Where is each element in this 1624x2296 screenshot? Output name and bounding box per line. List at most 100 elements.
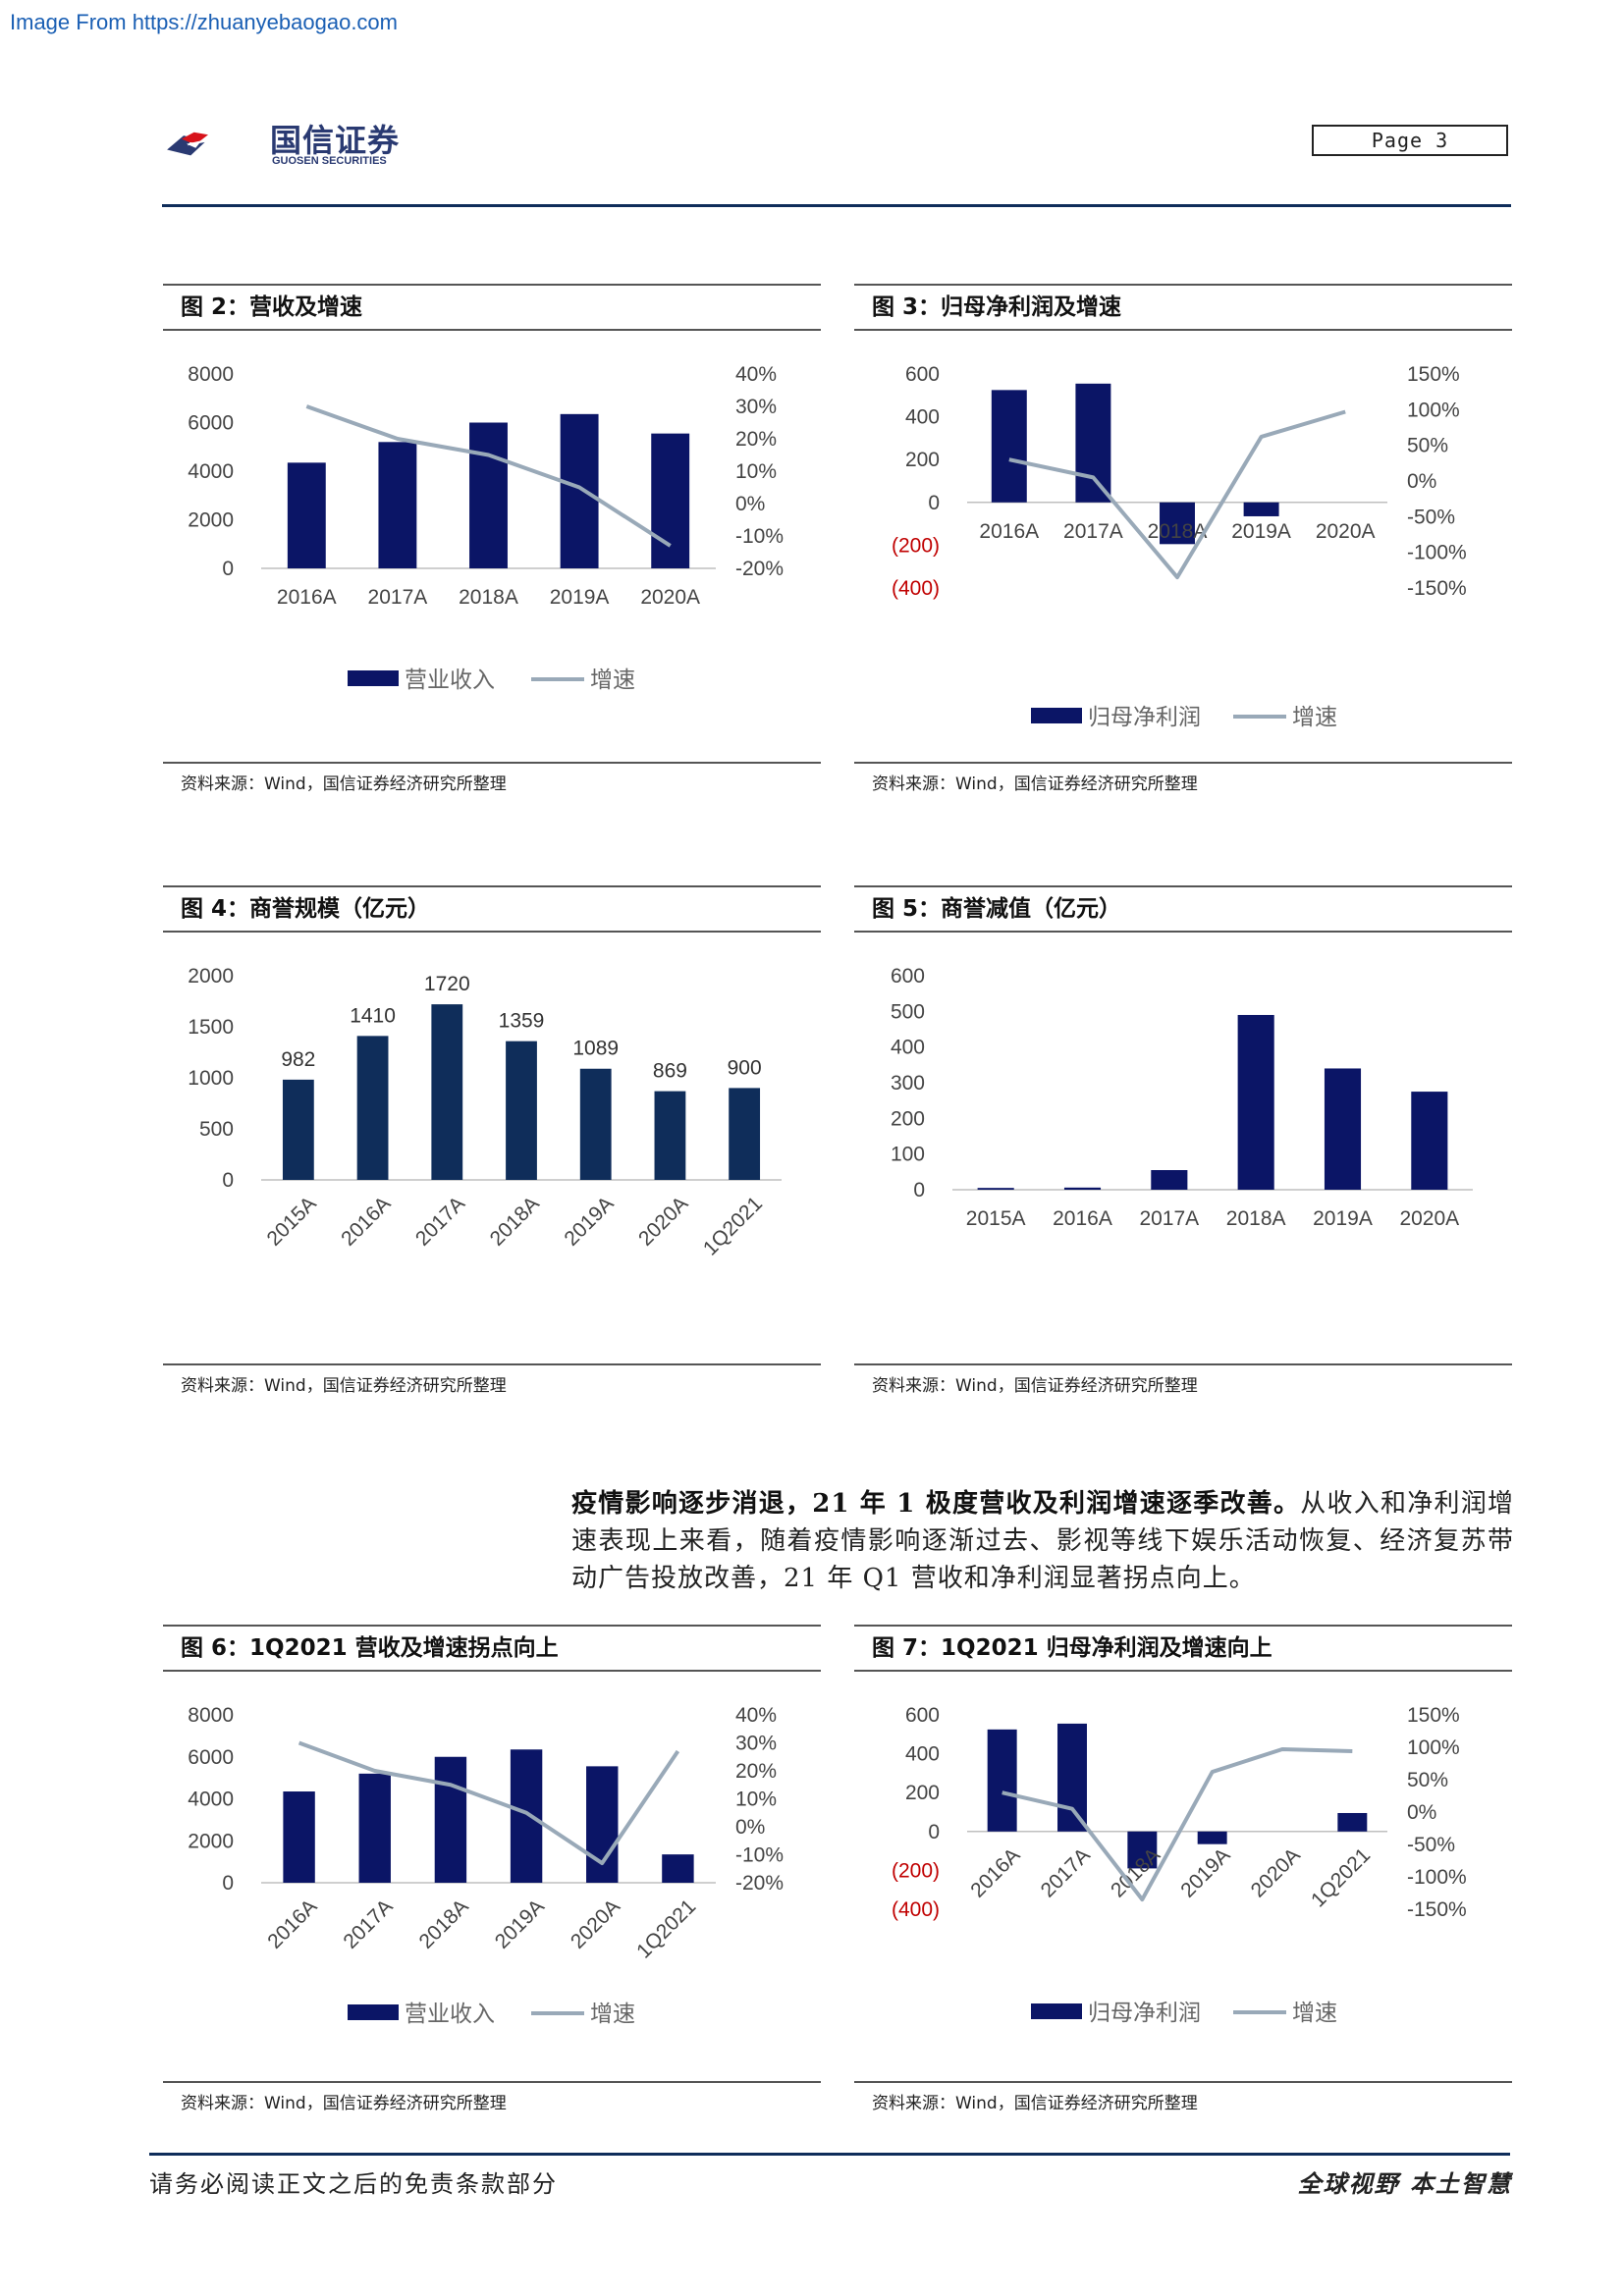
bar	[434, 1756, 467, 1883]
growth-line	[305, 404, 672, 548]
x-tick-label: 2020A	[1316, 520, 1376, 543]
figure-source: 资料来源：Wind，国信证券经济研究所整理	[854, 2081, 1512, 2113]
y2-tick-label: 20%	[735, 428, 777, 451]
paragraph-text: 从收入和净利润增速表现上来看，随着疫情影响逐渐过去、影视等线下娱乐活动恢复、经济…	[571, 1489, 1514, 1593]
growth-line	[1008, 409, 1346, 580]
disclaimer-note: 请务必阅读正文之后的免责条款部分	[149, 2170, 558, 2198]
y-tick-label: 1500	[188, 1016, 234, 1039]
bar-value-label: 1089	[572, 1038, 619, 1060]
legend-label: 增速	[590, 2001, 635, 2026]
y2-tick-label: -100%	[1407, 542, 1467, 564]
y2-tick-label: -20%	[735, 1872, 784, 1895]
q1-revenue-growth-chart: 0 2000 4000 6000 8000 -20% -10% 0% 10% 20% 30% 40% 2…	[163, 1672, 821, 2064]
y-tick-label: 200	[891, 1107, 925, 1130]
bar	[977, 1188, 1014, 1190]
bar	[1197, 1831, 1227, 1844]
chart-svg: 0 2000 4000 6000 8000 -20% -10% 0% 10% 20% 30% 40% 2…	[188, 363, 784, 692]
y-tick-label: (400)	[892, 577, 940, 600]
legend-bar-swatch	[348, 670, 399, 686]
figure-3-panel: 图 3：归母净利润及增速 (400) (200) 0 200 400 600 -150% -1…	[854, 284, 1512, 794]
x-tick-label: 2016A	[337, 1193, 395, 1251]
figure-source: 资料来源：Wind，国信证券经济研究所整理	[854, 762, 1512, 794]
bar	[560, 413, 599, 568]
logo-chinese-name: 国信证券	[270, 122, 401, 159]
figure-source: 资料来源：Wind，国信证券经济研究所整理	[854, 1363, 1512, 1396]
header-rule	[162, 204, 1511, 207]
y2-tick-label: -100%	[1407, 1866, 1467, 1889]
legend-label: 增速	[590, 667, 635, 692]
y-tick-label: 600	[905, 1704, 940, 1727]
y2-tick-label: -50%	[1407, 1834, 1455, 1856]
x-tick-label: 2019A	[1231, 520, 1291, 543]
legend-bar-swatch	[1031, 708, 1082, 723]
bar	[358, 1773, 391, 1883]
y-tick-label: 500	[891, 1000, 925, 1023]
y2-tick-label: 100%	[1407, 1736, 1460, 1759]
y2-tick-label: 40%	[735, 1704, 777, 1727]
y-tick-label: 300	[891, 1072, 925, 1095]
bar	[510, 1749, 543, 1883]
x-tick-label: 1Q2021	[632, 1896, 700, 1963]
x-tick-label: 2016A	[979, 520, 1039, 543]
x-tick-label: 2018A	[1226, 1207, 1286, 1230]
bar	[586, 1766, 619, 1883]
figure-title: 图 6：1Q2021 营收及增速拐点向上	[163, 1625, 821, 1672]
source-url[interactable]: Image From https://zhuanyebaogao.com	[10, 10, 398, 34]
y2-tick-label: 100%	[1407, 399, 1460, 421]
x-tick-label: 2017A	[411, 1193, 469, 1251]
x-tick-label: 2016A	[263, 1896, 321, 1953]
y-tick-label: 600	[891, 965, 925, 988]
x-tick-label: 2019A	[491, 1896, 549, 1953]
bar	[1057, 1723, 1087, 1832]
y-tick-label: (400)	[892, 1898, 940, 1921]
y-tick-label: 0	[913, 1179, 925, 1201]
y2-tick-label: -10%	[735, 525, 784, 548]
bar	[1127, 1831, 1158, 1869]
y2-tick-label: 150%	[1407, 1704, 1460, 1727]
x-tick-label: 1Q2021	[1307, 1843, 1375, 1911]
net-profit-growth-chart: (400) (200) 0 200 400 600 -150% -100% -50% 0% 50% 1…	[854, 331, 1512, 747]
growth-line	[1001, 1746, 1353, 1902]
revenue-growth-chart: 0 2000 4000 6000 8000 -20% -10% 0% 10% 20% 30% 40% 2…	[163, 331, 821, 747]
y-tick-label: 400	[891, 1037, 925, 1059]
x-tick-label: 2020A	[567, 1896, 624, 1953]
x-tick-label: 1Q2021	[699, 1193, 767, 1260]
bar	[729, 1088, 761, 1180]
bar	[1237, 1014, 1274, 1190]
x-tick-label: 2019A	[1176, 1843, 1234, 1901]
figure-6-panel: 图 6：1Q2021 营收及增速拐点向上 0 2000 4000 6000 8000 -2…	[163, 1625, 821, 2113]
figure-title: 图 2：营收及增速	[163, 284, 821, 331]
y-tick-label: 600	[905, 363, 940, 386]
bar	[1411, 1092, 1448, 1190]
y2-tick-label: -150%	[1407, 1898, 1467, 1921]
legend-label: 营业收入	[405, 667, 495, 692]
y2-tick-label: 50%	[1407, 1769, 1448, 1791]
x-tick-label: 2020A	[1247, 1843, 1305, 1901]
legend-bar-swatch	[348, 2004, 399, 2020]
y-tick-label: 400	[905, 1743, 940, 1766]
figure-title: 图 7：1Q2021 归母净利润及增速向上	[854, 1625, 1512, 1672]
footer-rule	[149, 2153, 1510, 2156]
x-tick-label: 2017A	[368, 586, 428, 609]
legend-label: 营业收入	[405, 2001, 495, 2026]
x-tick-label: 2018A	[1148, 520, 1208, 543]
chart-svg: 0 500 1000 1500 2000 982 1410 1720 1359 1089 869 90…	[188, 965, 782, 1260]
x-tick-label: 2020A	[640, 586, 700, 609]
bar	[654, 1091, 686, 1180]
y-tick-label: (200)	[892, 1859, 940, 1882]
bar	[1160, 502, 1195, 545]
bar-value-label: 1720	[424, 973, 470, 995]
y2-tick-label: 30%	[735, 1733, 777, 1755]
x-tick-label: 2017A	[1139, 1207, 1199, 1230]
y2-tick-label: 10%	[735, 1789, 777, 1811]
x-tick-label: 2015A	[262, 1193, 320, 1251]
y2-tick-label: 20%	[735, 1760, 777, 1783]
figure-2-panel: 图 2：营收及增速 0 2000 4000 6000 8000 -20% -10% 0% 10%…	[163, 284, 821, 794]
bar	[1243, 502, 1279, 516]
paragraph-lead: 疫情影响逐步消退，21 年 1 极度营收及利润增速逐季改善。	[571, 1489, 1301, 1519]
bar-value-label: 900	[728, 1056, 762, 1079]
goodwill-impairment-chart: 0 100 200 300 400 500 600 2015A 2016A 2017A 2018A 2…	[854, 933, 1512, 1349]
y-tick-label: 4000	[188, 1789, 234, 1811]
y-tick-label: 0	[928, 1821, 940, 1843]
y-tick-label: 0	[928, 492, 940, 514]
